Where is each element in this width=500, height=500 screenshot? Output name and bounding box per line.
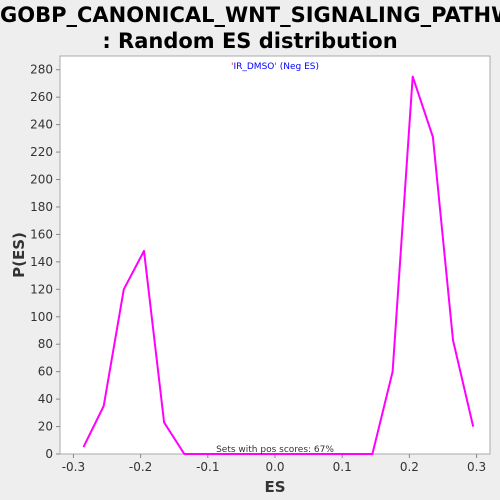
x-tick-label: 0.3 (467, 460, 486, 474)
y-tick-label: 160 (30, 227, 53, 241)
y-tick-label: 20 (38, 420, 53, 434)
y-tick-label: 220 (30, 145, 53, 159)
x-tick-label: 0.2 (400, 460, 419, 474)
chart-title: GOBP_CANONICAL_WNT_SIGNALING_PATHWAY : R… (0, 2, 500, 54)
x-tick-label: 0.0 (265, 460, 284, 474)
series-group (82, 75, 475, 455)
legend: 'IR_DMSO' (Neg ES) (231, 62, 319, 72)
legend-quote-open: ' (231, 62, 233, 72)
legend-series-name: IR_DMSO (233, 62, 274, 72)
plot-area (59, 55, 491, 455)
chart-title-line-1: GOBP_CANONICAL_WNT_SIGNALING_PATHWAY (0, 3, 500, 27)
y-tick-label: 280 (30, 63, 53, 77)
legend-quote-close: ' (274, 62, 276, 72)
y-tick-label: 140 (30, 255, 53, 269)
y-tick-label: 120 (30, 282, 53, 296)
x-tick-label: -0.1 (196, 460, 219, 474)
y-tick-label: 260 (30, 90, 53, 104)
y-tick-label: 0 (45, 447, 53, 461)
x-axis-title: ES (264, 478, 285, 496)
y-tick-label: 240 (30, 118, 53, 132)
y-tick-label: 80 (38, 337, 53, 351)
y-axis-title: P(ES) (10, 232, 28, 278)
y-tick-label: 60 (38, 365, 53, 379)
legend-suffix: (Neg ES) (277, 62, 319, 72)
chart-title-line-2: : Random ES distribution (102, 29, 398, 53)
x-axis-ticks: -0.3 -0.2 -0.1 0.0 0.1 0.2 0.3 (62, 454, 486, 474)
y-tick-label: 200 (30, 173, 53, 187)
x-tick-label: 0.1 (333, 460, 352, 474)
x-tick-label: -0.3 (62, 460, 85, 474)
es-distribution-line (82, 75, 475, 455)
x-tick-label: -0.2 (129, 460, 152, 474)
pos-scores-annotation: Sets with pos scores: 67% (216, 445, 334, 455)
y-axis-ticks: 0 20 40 60 80 100 120 140 160 180 200 220 240 260 280 (30, 63, 60, 461)
y-tick-label: 180 (30, 200, 53, 214)
y-tick-label: 40 (38, 392, 53, 406)
y-tick-label: 100 (30, 310, 53, 324)
